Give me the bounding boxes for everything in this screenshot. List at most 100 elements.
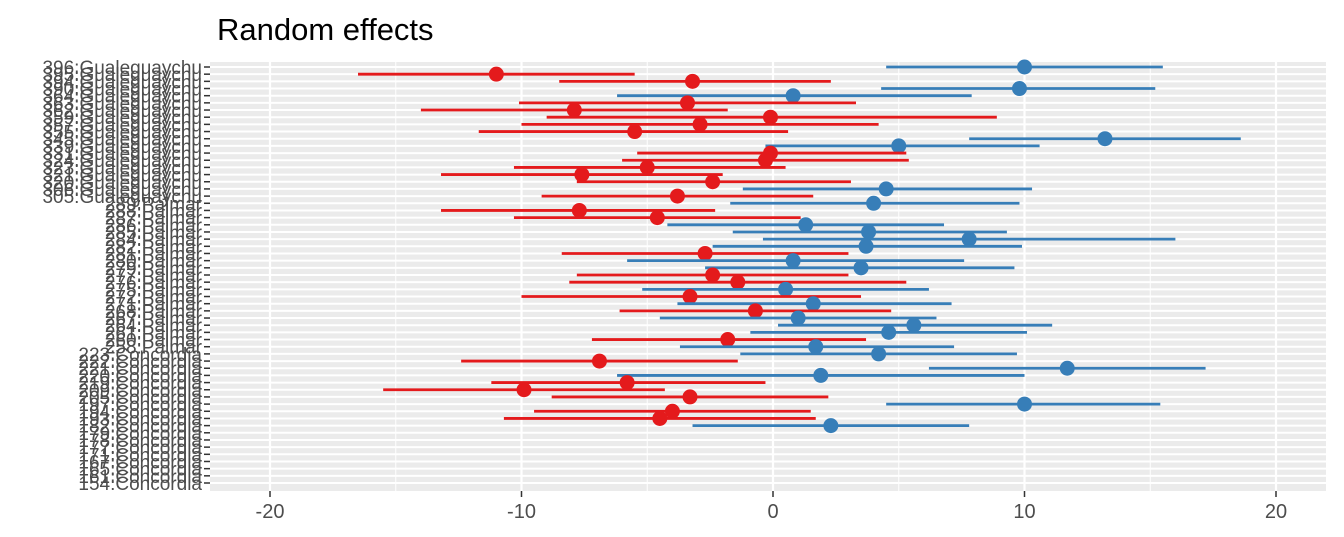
- y-tick-label: 154:Concordia: [78, 474, 202, 495]
- y-tick-label: 289:Palmar: [105, 194, 203, 215]
- y-tick-label: 394:Gualeguaychu: [42, 72, 202, 93]
- point-estimate: [785, 88, 801, 104]
- point-estimate: [805, 296, 821, 312]
- y-tick-label: 167:Concordia: [78, 452, 202, 473]
- y-tick-label: 359:Gualeguaychu: [42, 108, 202, 129]
- y-tick-label: 182:Concordia: [78, 417, 202, 438]
- y-tick-label: 364:Gualeguaychu: [42, 87, 202, 108]
- x-axis: -20 -10 0 10 20: [256, 491, 1287, 523]
- y-tick-label: 220:Concordia: [78, 366, 202, 387]
- y-tick-label: 177:Concordia: [78, 438, 202, 459]
- y-axis-ticks: [204, 66, 210, 484]
- y-tick-label: 267:Palmar: [105, 309, 203, 330]
- point-estimate: [571, 202, 587, 218]
- y-tick-label: 280:Palmar: [105, 252, 203, 273]
- point-estimate: [669, 188, 685, 204]
- y-tick-label: 197:Concordia: [78, 395, 202, 416]
- y-tick-label: 193:Concordia: [78, 409, 202, 430]
- point-estimate: [697, 245, 713, 261]
- y-tick-label: 395:Gualeguaychu: [42, 65, 202, 86]
- y-tick-label: 306:Gualeguaychu: [42, 180, 202, 201]
- y-tick-label: 284:Palmar: [105, 230, 203, 251]
- point-estimate: [516, 382, 532, 398]
- y-tick-label: 321:Gualeguaychu: [42, 166, 202, 187]
- y-tick-label: 276:Palmar: [105, 273, 203, 294]
- y-tick-label: 171:Concordia: [78, 445, 202, 466]
- x-tick-label: 0: [767, 501, 778, 523]
- y-tick-label: 331:Gualeguaychu: [42, 144, 202, 165]
- point-estimate: [591, 353, 607, 369]
- point-estimate: [1017, 59, 1032, 75]
- y-tick-label: 268:Palmar: [105, 302, 203, 323]
- chart-title: Random effects: [217, 12, 434, 47]
- point-estimate: [627, 124, 643, 140]
- point-estimate: [639, 159, 655, 175]
- point-estimate: [1097, 131, 1113, 147]
- y-tick-label: 264:Palmar: [105, 316, 203, 337]
- y-tick-label: 194:Concordia: [78, 402, 202, 423]
- y-tick-label: 323:Gualeguaychu: [42, 158, 202, 179]
- point-estimate: [798, 217, 814, 233]
- y-tick-label: 282:Palmar: [105, 237, 203, 258]
- point-estimate: [757, 152, 773, 168]
- y-tick-label: 390:Gualeguaychu: [42, 80, 202, 101]
- point-estimate: [808, 339, 824, 355]
- y-tick-label: 161:Concordia: [78, 467, 202, 488]
- point-estimate: [682, 289, 698, 305]
- y-tick-label: 205:Concordia: [78, 388, 202, 409]
- point-estimate: [762, 109, 778, 125]
- y-tick-label: 279:Palmar: [105, 259, 203, 280]
- y-axis-labels: 396:Gualeguaychu395:Gualeguaychu394:Gual…: [42, 58, 202, 495]
- y-tick-label: 305:Gualeguaychu: [42, 187, 202, 208]
- point-estimate: [619, 375, 635, 391]
- point-estimate: [906, 317, 922, 333]
- point-estimate: [861, 224, 877, 240]
- point-estimate: [813, 367, 829, 383]
- point-estimate: [649, 210, 665, 226]
- point-estimate: [778, 281, 794, 297]
- point-estimate: [823, 418, 839, 434]
- y-tick-label: 339:Gualeguaychu: [42, 137, 202, 158]
- y-tick-label: 221:Concordia: [78, 359, 202, 380]
- point-estimate: [705, 267, 721, 283]
- point-estimate: [679, 95, 695, 111]
- y-tick-label: 277:Palmar: [105, 266, 203, 287]
- y-tick-label: 179:Concordia: [78, 424, 202, 445]
- point-estimate: [705, 174, 721, 190]
- point-estimate: [730, 274, 746, 290]
- y-tick-label: 178:Concordia: [78, 431, 202, 452]
- point-estimate: [685, 73, 701, 89]
- y-tick-label: 260:Palmar: [105, 331, 203, 352]
- point-estimate: [881, 324, 897, 340]
- y-tick-label: 258:Palmar: [105, 338, 203, 359]
- x-tick-label: -10: [507, 501, 536, 523]
- y-tick-label: 345:Gualeguaychu: [42, 130, 202, 151]
- y-tick-label: 209:Concordia: [78, 381, 202, 402]
- y-tick-label: 281:Palmar: [105, 244, 203, 265]
- y-tick-label: 272:Palmar: [105, 288, 203, 309]
- y-tick-label: 271:Palmar: [105, 295, 203, 316]
- point-estimate: [961, 231, 977, 247]
- x-tick-label: 20: [1265, 501, 1287, 523]
- point-estimate: [1017, 396, 1032, 412]
- y-tick-label: 275:Palmar: [105, 280, 203, 301]
- y-tick-label: 287:Palmar: [105, 209, 203, 230]
- y-tick-label: 222:Concordia: [78, 352, 202, 373]
- x-tick-label: -20: [256, 501, 285, 523]
- y-tick-label: 261:Palmar: [105, 323, 203, 344]
- y-tick-label: 363:Gualeguaychu: [42, 94, 202, 115]
- point-estimate: [652, 410, 668, 426]
- point-estimate: [790, 310, 806, 326]
- point-estimate: [488, 66, 504, 82]
- y-tick-label: 362:Gualeguaychu: [42, 101, 202, 122]
- point-estimate: [878, 181, 894, 197]
- y-tick-label: 324:Gualeguaychu: [42, 151, 202, 172]
- point-estimate: [566, 102, 582, 118]
- point-estimate: [664, 403, 680, 419]
- point-estimate: [692, 116, 708, 132]
- y-tick-label: 396:Gualeguaychu: [42, 58, 202, 79]
- x-tick-label: 10: [1013, 501, 1035, 523]
- point-estimate: [720, 332, 736, 348]
- point-estimate: [1059, 360, 1075, 376]
